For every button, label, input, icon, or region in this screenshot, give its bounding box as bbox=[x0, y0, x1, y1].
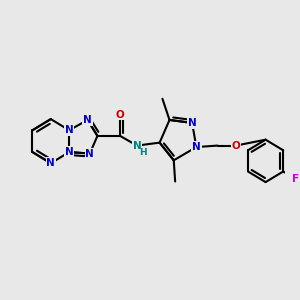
Text: O: O bbox=[232, 141, 240, 151]
Text: N: N bbox=[133, 141, 141, 151]
Text: N: N bbox=[65, 147, 74, 157]
Text: F: F bbox=[292, 174, 299, 184]
Text: H: H bbox=[140, 148, 147, 157]
Text: N: N bbox=[188, 118, 197, 128]
Text: N: N bbox=[192, 142, 201, 152]
Text: N: N bbox=[46, 158, 55, 168]
Text: N: N bbox=[83, 115, 92, 125]
Text: O: O bbox=[116, 110, 124, 120]
Text: N: N bbox=[85, 148, 94, 158]
Text: N: N bbox=[65, 125, 74, 135]
